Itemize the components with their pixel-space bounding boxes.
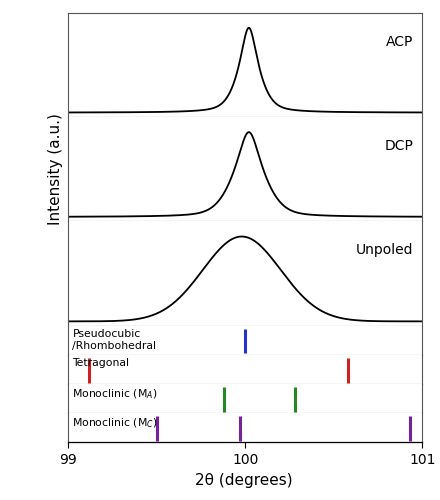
Text: ACP: ACP — [386, 34, 414, 48]
Text: DCP: DCP — [385, 139, 414, 153]
Text: Tetragonal: Tetragonal — [73, 358, 129, 368]
Text: Pseudocubic
/Rhombohedral: Pseudocubic /Rhombohedral — [73, 329, 157, 350]
Text: Monoclinic (M$_C$): Monoclinic (M$_C$) — [73, 417, 158, 430]
Text: 2θ (degrees): 2θ (degrees) — [195, 472, 293, 488]
Y-axis label: Intensity (a.u.): Intensity (a.u.) — [48, 113, 62, 225]
Text: Monoclinic (M$_A$): Monoclinic (M$_A$) — [73, 388, 158, 401]
Text: Unpoled: Unpoled — [356, 244, 414, 258]
